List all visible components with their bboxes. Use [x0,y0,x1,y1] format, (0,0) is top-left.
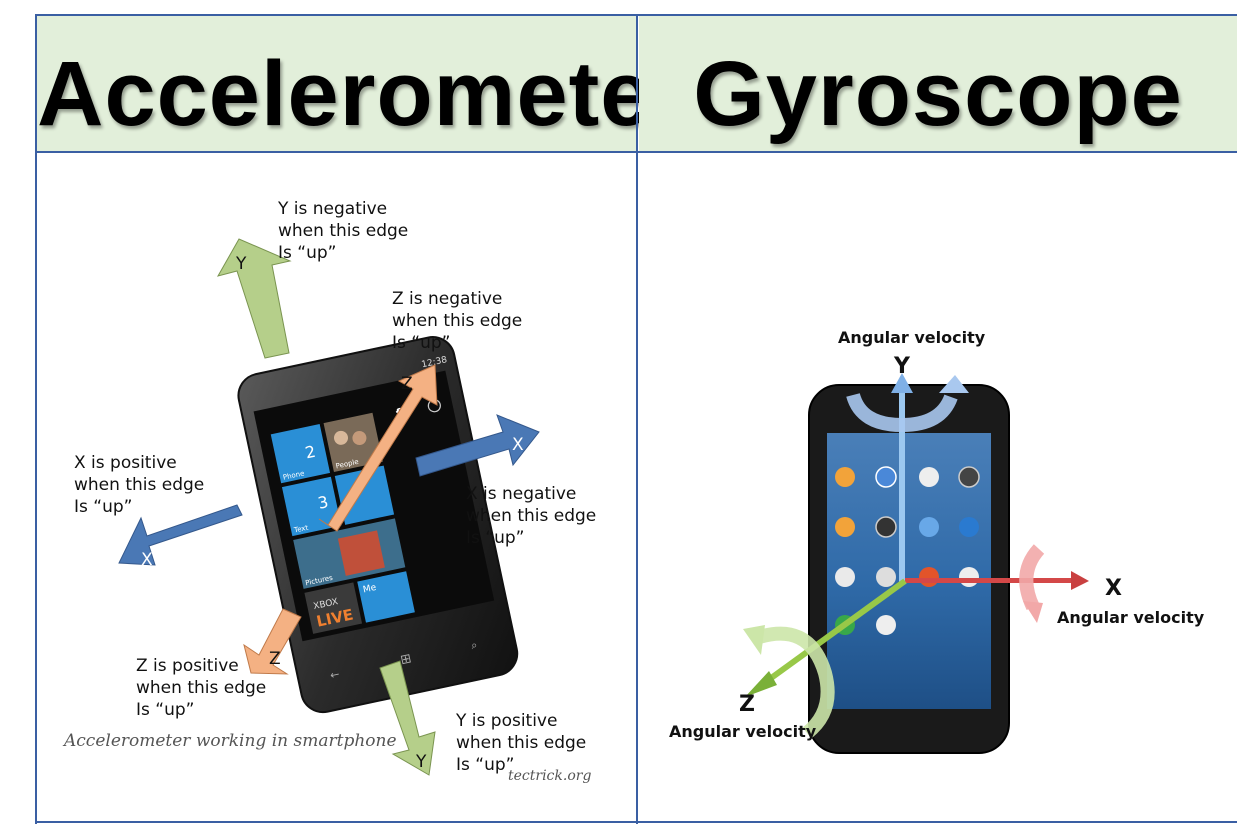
y-axis-arrowhead [891,373,913,393]
x-angular-velocity-label: Angular velocity [1057,608,1205,627]
x-positive-annotation: X is positive when this edge Is “up” [74,453,205,517]
z-axis [765,578,907,684]
y-down-arrow-label: Y [415,752,427,772]
phone-tile [270,423,331,484]
x-axis-arrowhead [1071,571,1089,590]
text-tile-count: 3 [316,492,330,513]
people-tile [323,412,383,473]
me-tile [357,571,415,623]
y-angular-velocity-label: Angular velocity [838,328,986,347]
y-positive-annotation: Y is positive when this edge Is “up” [456,711,587,775]
gyroscope-diagram: Y Angular velocity X Angular velocity Z … [669,328,1205,754]
z-positive-annotation: Z is positive when this edge Is “up” [136,656,267,720]
search-icon: ⌕ [470,638,479,652]
table-border-bottom [35,821,1237,823]
phone-tile-count: 2 [303,442,317,463]
x-axis-letter: X [1105,576,1122,601]
accelerometer-title: Accelerometer [37,43,690,145]
x-right-arrow [415,414,540,477]
header-cell-left: Accelerometer [37,16,690,152]
windows-logo-icon: ⊞ [399,651,413,668]
y-axis [899,389,905,583]
x-left-arrow [118,504,243,566]
windows-phone: 12:38 2 Phone People 3 Text Pictures XBO… [237,336,519,714]
z-axis-letter: Z [739,692,755,717]
back-icon: ← [329,667,341,682]
accelerometer-caption: Accelerometer working in smartphone [64,731,397,751]
x-left-arrow-label: X [141,550,153,570]
gyroscope-title: Gyroscope [693,43,1183,145]
x-axis [905,578,1075,583]
xbox-live-tile [304,582,363,634]
table-border-middle [636,14,638,824]
z-negative-annotation: Z is negative when this edge Is “up” [392,289,523,353]
z-down-arrow-label: Z [269,649,281,669]
z-down-arrow [243,608,302,675]
me-tile-label: Me [362,583,378,596]
x-rotation-arrow [1019,544,1045,610]
y-down-arrow [379,660,436,776]
watermark: tectrick.org [508,768,592,784]
y-up-arrow-label: Y [235,254,247,274]
y-axis-letter: Y [893,354,911,379]
z-angular-velocity-label: Angular velocity [669,722,817,741]
text-tile [281,476,342,537]
header-cell-right: Gyroscope [639,16,1237,152]
text-tile-label: Text [292,524,309,535]
y-up-arrow [216,238,292,359]
y-rotation-arrow [846,392,958,433]
z-axis-arrowhead [745,671,777,697]
y-negative-annotation: Y is negative when this edge Is “up” [278,199,409,263]
accelerometer-diagram: Y X 12:38 2 Phone People 3 Text Pictures… [118,238,540,776]
z-rotation-arrow [750,626,835,739]
table-border-left [35,14,37,824]
z-up-arrow [318,364,438,532]
x-right-arrow-label: X [512,435,524,455]
x-negative-annotation: X is negative when this edge Is “up” [466,484,597,548]
z-up-arrow-label: Z [401,374,413,394]
